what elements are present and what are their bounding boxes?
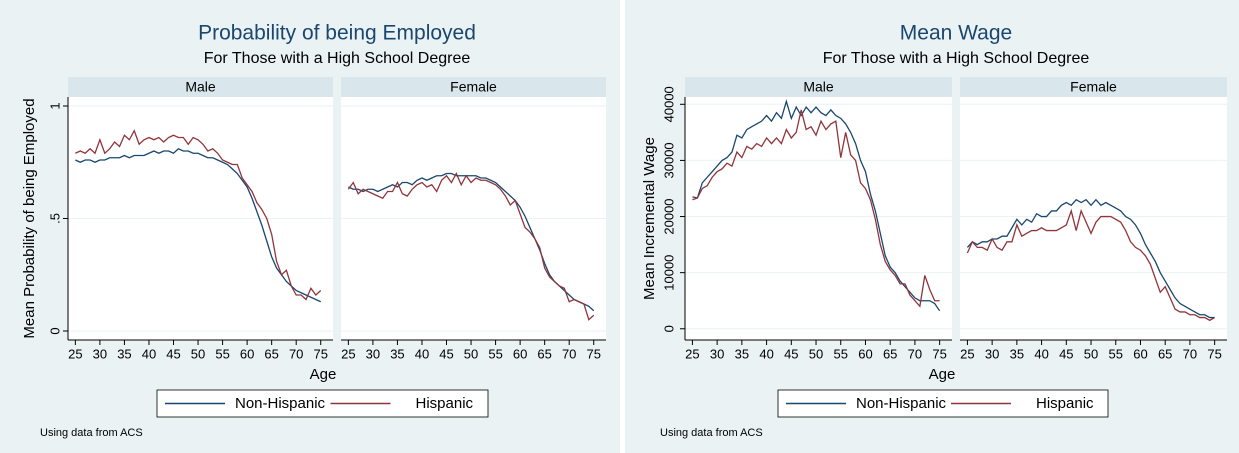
x-tick-label: 70: [289, 346, 303, 361]
x-tick-label: 30: [985, 346, 999, 361]
series-line: [75, 129, 322, 301]
x-tick-label: 70: [562, 346, 576, 361]
x-tick-label: 70: [1183, 346, 1197, 361]
x-tick-label: 45: [166, 346, 180, 361]
x-tick-label: 75: [932, 346, 946, 361]
x-tick-label: 60: [240, 346, 254, 361]
panel-header: [960, 77, 1227, 97]
panel-header: [68, 77, 333, 97]
legend-label: Hispanic: [416, 395, 474, 412]
x-tick-label: 25: [68, 346, 82, 361]
x-axis-label: Age: [929, 366, 956, 383]
y-axis-label: Mean Probability of being Employed: [21, 98, 38, 338]
note: Using data from ACS: [660, 427, 763, 439]
x-tick-label: 55: [488, 346, 502, 361]
chart-title: Mean Wage: [900, 22, 1012, 45]
x-tick-label: 50: [809, 346, 823, 361]
chart-subtitle: For Those with a High School Degree: [204, 50, 471, 67]
x-tick-label: 55: [1109, 346, 1123, 361]
panel-label: Male: [803, 79, 834, 95]
x-tick-label: 35: [390, 346, 404, 361]
x-tick-label: 40: [1034, 346, 1048, 361]
legend-label: Hispanic: [1036, 395, 1094, 412]
chart-title: Probability of being Employed: [198, 22, 476, 45]
x-tick-label: 65: [1158, 346, 1172, 361]
legend-label: Non-Hispanic: [235, 395, 326, 412]
x-tick-label: 40: [142, 346, 156, 361]
x-tick-label: 75: [1207, 346, 1221, 361]
note: Using data from ACS: [40, 427, 143, 439]
y-axis-label: Mean Incremental Wage: [641, 137, 658, 300]
chart-subtitle: For Those with a High School Degree: [823, 50, 1090, 67]
series-line: [692, 99, 941, 312]
panel-header: [685, 77, 952, 97]
x-tick-label: 50: [191, 346, 205, 361]
x-tick-label: 30: [93, 346, 107, 361]
panel-label: Male: [185, 79, 216, 95]
x-tick-label: 55: [215, 346, 229, 361]
y-tick-label: 0: [47, 327, 62, 334]
y-tick-label: 40000: [661, 86, 676, 122]
x-tick-label: 25: [960, 346, 974, 361]
y-tick-label: 0: [661, 325, 676, 332]
y-tick-label: 20000: [661, 198, 676, 234]
x-tick-label: 35: [117, 346, 131, 361]
x-tick-label: 30: [710, 346, 724, 361]
series-line: [75, 147, 322, 303]
x-tick-label: 25: [341, 346, 355, 361]
x-tick-label: 45: [1059, 346, 1073, 361]
x-tick-label: 35: [735, 346, 749, 361]
y-tick-label: 30000: [661, 142, 676, 178]
plot-area: [960, 97, 1227, 340]
x-tick-label: 40: [415, 346, 429, 361]
series-line: [347, 172, 595, 321]
x-tick-label: 45: [439, 346, 453, 361]
panel-label: Female: [450, 79, 497, 95]
y-tick-label: 10000: [661, 255, 676, 291]
x-axis-label: Age: [310, 366, 337, 383]
x-tick-label: 25: [685, 346, 699, 361]
panel-label: Female: [1070, 79, 1117, 95]
x-tick-label: 50: [464, 346, 478, 361]
x-tick-label: 65: [883, 346, 897, 361]
x-tick-label: 65: [537, 346, 551, 361]
series-line: [966, 198, 1215, 319]
x-tick-label: 65: [264, 346, 278, 361]
x-tick-label: 30: [366, 346, 380, 361]
legend-label: Non-Hispanic: [856, 395, 947, 412]
plot-area: [685, 97, 952, 340]
y-tick-label: 1: [47, 102, 62, 109]
x-tick-label: 70: [908, 346, 922, 361]
x-tick-label: 75: [313, 346, 327, 361]
x-tick-label: 40: [759, 346, 773, 361]
x-tick-label: 35: [1010, 346, 1024, 361]
x-tick-label: 60: [858, 346, 872, 361]
x-tick-label: 60: [513, 346, 527, 361]
series-line: [692, 109, 940, 308]
x-tick-label: 75: [586, 346, 600, 361]
x-tick-label: 45: [784, 346, 798, 361]
x-tick-label: 55: [834, 346, 848, 361]
panel-header: [341, 77, 606, 97]
y-tick-label: .5: [47, 213, 62, 224]
series-line: [966, 208, 1215, 322]
x-tick-label: 50: [1084, 346, 1098, 361]
x-tick-label: 60: [1133, 346, 1147, 361]
